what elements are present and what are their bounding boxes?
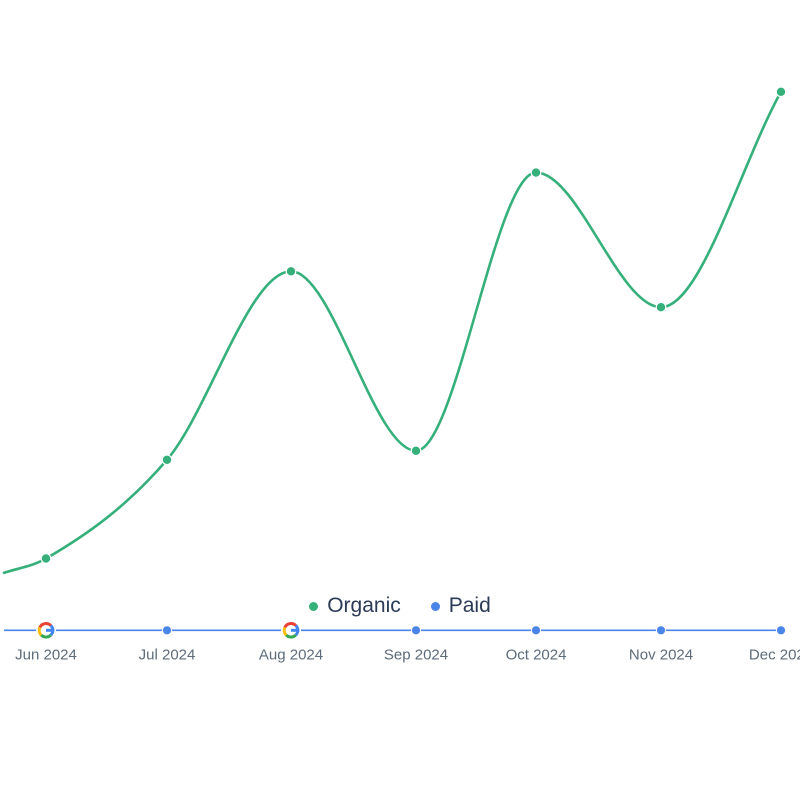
organic-point-jun-2024 [40, 553, 52, 564]
google-icon [36, 620, 56, 641]
google-icon-green-arc [40, 633, 52, 639]
organic-point-sep-2024 [410, 445, 422, 457]
google-icon [281, 620, 301, 641]
x-tick-label-dec-2024: Dec 2024 [749, 646, 800, 663]
organic-point-jul-2024 [161, 454, 173, 466]
google-icon-yellow-arc [282, 626, 288, 637]
legend-item-organic[interactable]: Organic [309, 594, 401, 618]
x-tick-label-nov-2024: Nov 2024 [629, 646, 693, 663]
google-icon-yellow-arc [37, 626, 43, 637]
organic-point-dec-2024 [775, 86, 787, 98]
legend-organic-label: Organic [327, 594, 401, 617]
paid-point-jul-2024 [161, 625, 173, 636]
chart-legend: Organic Paid [0, 594, 800, 618]
google-icon-bar [46, 628, 55, 632]
paid-point-dec-2024 [775, 625, 787, 636]
x-tick-label-oct-2024: Oct 2024 [506, 646, 567, 663]
organic-point-nov-2024 [655, 301, 667, 313]
x-tick-label-sep-2024: Sep 2024 [384, 646, 448, 663]
paid-point-oct-2024 [530, 625, 542, 636]
organic-point-aug-2024 [285, 265, 297, 277]
paid-point-nov-2024 [655, 625, 667, 636]
legend-organic-dot [309, 601, 319, 611]
google-icon-red-arc [38, 622, 52, 629]
legend-paid-label: Paid [448, 594, 491, 617]
legend-paid-dot [430, 601, 440, 611]
organic-point-oct-2024 [530, 167, 542, 178]
x-tick-label-jun-2024: Jun 2024 [15, 646, 77, 663]
x-tick-label-jul-2024: Jul 2024 [139, 646, 196, 663]
google-icon-green-arc [285, 633, 297, 639]
paid-series [4, 620, 787, 641]
x-tick-label-aug-2024: Aug 2024 [259, 646, 323, 663]
x-axis-ticks: Jun 2024 Jul 2024 Aug 2024 Sep 2024 Oct 2024… [15, 646, 800, 663]
google-icon-red-arc [283, 622, 297, 629]
organic-line [2, 90, 783, 575]
google-icon-bar [291, 628, 300, 632]
organic-series [2, 86, 787, 575]
paid-point-sep-2024 [410, 625, 422, 636]
legend-item-paid[interactable]: Paid [430, 594, 491, 618]
